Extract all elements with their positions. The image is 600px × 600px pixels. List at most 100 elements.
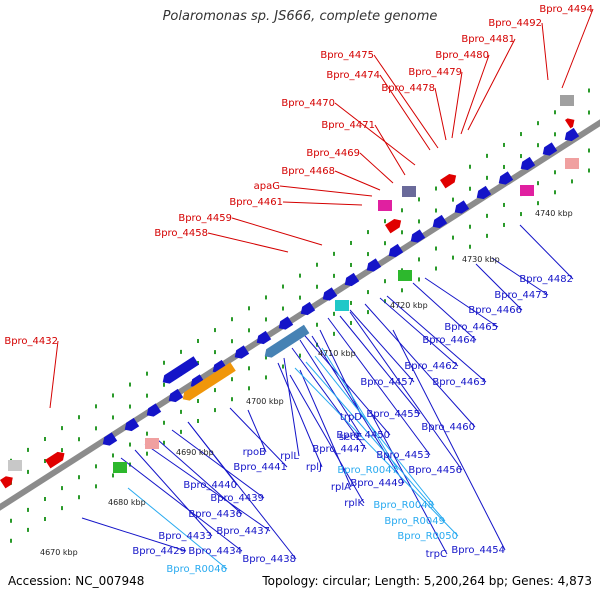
reverse-gene-feature[interactable]	[262, 324, 310, 361]
gene-label[interactable]: Bpro_4440	[183, 480, 237, 491]
reverse-gene-feature[interactable]	[408, 229, 426, 245]
gene-label[interactable]: Bpro_4480	[435, 50, 489, 61]
gene-label[interactable]: Bpro_4432	[4, 336, 58, 347]
gene-label[interactable]: Bpro_4469	[306, 148, 360, 159]
forward-gene-feature[interactable]	[440, 171, 459, 189]
gene-label[interactable]: Bpro_4464	[422, 335, 476, 346]
gene-label[interactable]: Bpro_4441	[233, 462, 287, 473]
gene-label[interactable]: Bpro_4463	[432, 377, 486, 388]
gene-label[interactable]: trpC	[426, 549, 447, 560]
gene-label[interactable]: rplJ	[306, 462, 322, 473]
gene-label[interactable]: Bpro_4461	[229, 197, 283, 208]
reverse-gene-feature[interactable]	[518, 156, 536, 173]
reverse-gene-feature[interactable]	[430, 214, 448, 231]
gene-label[interactable]: Bpro_4447	[312, 444, 366, 455]
reverse-gene-feature[interactable]	[320, 287, 338, 303]
gene-label[interactable]: Bpro_4479	[408, 67, 462, 78]
forward-gene-feature[interactable]	[385, 216, 404, 234]
gene-label[interactable]: Bpro_4478	[381, 83, 435, 94]
gene-feature-block[interactable]	[378, 200, 392, 211]
reverse-gene-feature[interactable]	[562, 127, 580, 144]
gene-label[interactable]: Bpro_4482	[519, 274, 573, 285]
gene-label[interactable]: Bpro_4456	[408, 465, 462, 476]
forward-gene-feature[interactable]	[0, 473, 16, 489]
gene-label[interactable]: Bpro_4437	[216, 526, 270, 537]
gene-label[interactable]: Bpro_4470	[281, 98, 335, 109]
label-leader-line	[294, 367, 459, 537]
gene-label[interactable]: Bpro_4429	[132, 546, 186, 557]
reverse-gene-feature[interactable]	[452, 200, 470, 216]
gene-feature-block[interactable]	[565, 158, 579, 169]
reverse-gene-feature[interactable]	[122, 417, 140, 434]
reverse-gene-feature[interactable]	[386, 243, 404, 260]
forward-gene-feature[interactable]	[565, 116, 577, 129]
gene-label[interactable]: Bpro_4475	[320, 50, 374, 61]
reverse-gene-feature[interactable]	[232, 345, 250, 361]
gene-label[interactable]: Bpro_4454	[451, 545, 505, 556]
label-leader-line	[371, 414, 448, 555]
reverse-gene-feature[interactable]	[100, 432, 118, 448]
gene-feature-block[interactable]	[113, 462, 127, 473]
reverse-gene-feature[interactable]	[276, 316, 294, 332]
gene-label[interactable]: Bpro_4465	[444, 322, 498, 333]
reverse-gene-feature[interactable]	[298, 301, 316, 318]
gene-label[interactable]: Bpro_4434	[188, 546, 242, 557]
gene-label[interactable]: Bpro_R0046	[166, 564, 227, 575]
gene-label[interactable]: Bpro_4462	[404, 361, 458, 372]
gene-label[interactable]: Bpro_R0049	[384, 516, 445, 527]
gene-label[interactable]: Bpro_4438	[242, 554, 296, 565]
track-dot	[282, 306, 284, 311]
gene-label[interactable]: rplK	[344, 498, 364, 509]
gene-label[interactable]: Bpro_4453	[376, 450, 430, 461]
reverse-gene-feature[interactable]	[166, 388, 184, 405]
reverse-gene-feature[interactable]	[160, 356, 199, 386]
label-leader-line	[319, 329, 363, 418]
gene-label[interactable]: trpD	[340, 412, 362, 423]
gene-label[interactable]: Bpro_4494	[539, 4, 593, 15]
gene-label[interactable]: Bpro_4460	[421, 422, 475, 433]
gene-label[interactable]: Bpro_4439	[210, 493, 264, 504]
gene-label[interactable]: Bpro_4436	[188, 509, 242, 520]
gene-label[interactable]: Bpro_R0047	[337, 465, 398, 476]
gene-label[interactable]: Bpro_R0048	[373, 500, 434, 511]
reverse-gene-feature[interactable]	[364, 258, 382, 274]
forward-gene-feature[interactable]	[45, 449, 67, 469]
gene-label[interactable]: Bpro_4433	[158, 531, 212, 542]
gene-label[interactable]: secE	[339, 432, 362, 443]
gene-feature-block[interactable]	[402, 186, 416, 197]
gene-feature-block[interactable]	[335, 300, 349, 311]
gene-label[interactable]: Bpro_4492	[488, 18, 542, 29]
reverse-gene-feature[interactable]	[144, 403, 162, 419]
gene-label[interactable]: Bpro_4466	[468, 305, 522, 316]
gene-feature-block[interactable]	[520, 185, 534, 196]
reverse-gene-feature[interactable]	[496, 171, 514, 187]
reverse-gene-feature[interactable]	[180, 362, 236, 403]
gene-label[interactable]: Bpro_4450	[336, 430, 390, 441]
gene-feature-block[interactable]	[560, 95, 574, 106]
gene-label[interactable]: Bpro_4473	[494, 290, 548, 301]
gene-label[interactable]: Bpro_4455	[366, 409, 420, 420]
track-dot	[248, 386, 250, 391]
gene-label[interactable]: Bpro_4468	[281, 166, 335, 177]
gene-label[interactable]: rpoB	[243, 447, 267, 458]
gene-label[interactable]: rplA	[331, 482, 351, 493]
reverse-gene-feature[interactable]	[474, 185, 492, 202]
gene-label[interactable]: Bpro_4457	[360, 377, 414, 388]
gene-label[interactable]: Bpro_4474	[326, 70, 380, 81]
gene-label[interactable]: Bpro_4459	[178, 213, 232, 224]
reverse-gene-feature[interactable]	[540, 142, 558, 158]
gene-label[interactable]: rplL	[280, 451, 299, 462]
track-dot	[435, 186, 437, 191]
gene-label[interactable]: Bpro_4471	[321, 120, 375, 131]
gene-label[interactable]: Bpro_4481	[461, 34, 515, 45]
gene-feature-block[interactable]	[8, 460, 22, 471]
gene-label[interactable]: Bpro_4449	[350, 478, 404, 489]
gene-label[interactable]: apaG	[254, 181, 280, 192]
gene-label[interactable]: Bpro_4458	[154, 228, 208, 239]
reverse-gene-feature[interactable]	[342, 272, 360, 289]
reverse-gene-feature[interactable]	[254, 330, 272, 347]
gene-feature-block[interactable]	[398, 270, 412, 281]
track-dot	[197, 398, 199, 403]
gene-feature-block[interactable]	[145, 438, 159, 449]
gene-label[interactable]: Bpro_R0050	[397, 531, 458, 542]
